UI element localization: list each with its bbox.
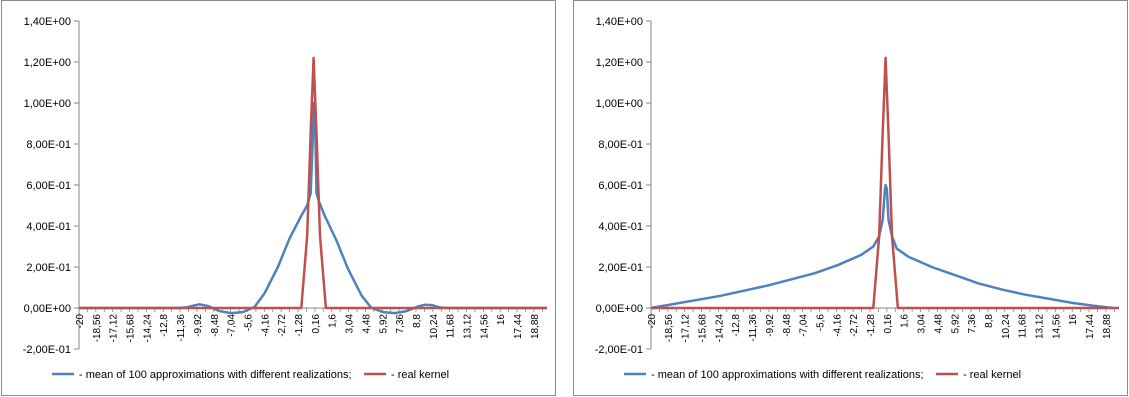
x-tick-label: 8,8 — [412, 314, 423, 328]
x-tick-label: -2,72 — [277, 314, 288, 337]
x-tick-label: 17,44 — [1085, 314, 1096, 339]
y-tick-label: 2,00E-01 — [26, 262, 71, 274]
x-tick-label: -17,12 — [109, 314, 120, 343]
x-tick-label: 13,12 — [1035, 314, 1046, 339]
y-tick-label: 1,40E+00 — [24, 16, 71, 28]
x-tick-label: 10,24 — [429, 314, 440, 339]
series-line-mean-approximation — [79, 101, 547, 315]
legend-label-real-kernel: - real kernel — [963, 369, 1021, 381]
x-tick-label: 18,88 — [530, 314, 541, 339]
x-tick-label: 16 — [1068, 314, 1079, 326]
x-tick-label: -8,48 — [782, 314, 793, 337]
y-tick-label: 1,00E+00 — [596, 98, 643, 110]
x-tick-label: 13,12 — [463, 314, 474, 339]
y-tick-label: 4,00E-01 — [598, 221, 643, 233]
chart-left: -2,00E-01 0,00E+00 2,00E-01 4,00E-01 6,00E-0… — [23, 16, 547, 381]
x-tick-label: 16 — [496, 314, 507, 326]
x-tick-label: 8,8 — [984, 314, 995, 328]
x-tick-label: 0,16 — [311, 314, 322, 334]
y-tick-label: 6,00E-01 — [26, 180, 71, 192]
x-tick-label: -12,8 — [159, 314, 170, 337]
x-tick-label: 14,56 — [1051, 314, 1062, 339]
chart-panel-left: -2,00E-01 0,00E+00 2,00E-01 4,00E-01 6,00E-0… — [1, 0, 556, 396]
x-tick-label: -17,12 — [681, 314, 692, 343]
y-tick-label: 1,20E+00 — [596, 57, 643, 69]
x-tick-label: -14,24 — [714, 314, 725, 343]
x-tick-label: -15,68 — [126, 314, 137, 343]
series-line-real-kernel — [651, 56, 1119, 310]
x-tick-label: -4,16 — [832, 314, 843, 337]
series-line-mean-approximation — [650, 183, 1114, 310]
x-tick-label: 1,6 — [900, 314, 911, 328]
y-tick-label: 8,00E-01 — [598, 139, 643, 151]
x-tick-label: -20 — [647, 314, 658, 329]
y-tick-label: 6,00E-01 — [598, 180, 643, 192]
legend-label-real-kernel: - real kernel — [391, 369, 449, 381]
x-tick-label: 1,6 — [328, 314, 339, 328]
x-tick-label: 17,44 — [513, 314, 524, 339]
x-tick-label: 0,16 — [883, 314, 894, 334]
y-tick-label: 2,00E-01 — [598, 262, 643, 274]
x-tick-label: 3,04 — [345, 314, 356, 334]
x-tick-label: -18,56 — [92, 314, 103, 343]
x-tick-label: 14,56 — [479, 314, 490, 339]
chart-panel-right: -2,00E-01 0,00E+00 2,00E-01 4,00E-01 6,00E-0… — [573, 0, 1128, 396]
x-tick-label: -1,28 — [866, 314, 877, 337]
x-tick-label: 18,88 — [1102, 314, 1113, 339]
x-tick-label: -1,28 — [294, 314, 305, 337]
y-tick-label: -2,00E-01 — [595, 344, 643, 356]
x-tick-label: 10,24 — [1001, 314, 1012, 339]
x-tick-label: -9,92 — [765, 314, 776, 337]
x-tick-label: 7,36 — [967, 314, 978, 334]
x-tick-label: -9,92 — [193, 314, 204, 337]
y-tick-label: 0,00E+00 — [24, 303, 71, 315]
x-tick-label: 5,92 — [378, 314, 389, 334]
x-tick-label: 4,48 — [361, 314, 372, 334]
x-tick-label: 11,68 — [446, 314, 457, 339]
y-tick-label: 1,00E+00 — [24, 98, 71, 110]
y-tick-label: -2,00E-01 — [23, 344, 71, 356]
x-tick-label: -14,24 — [142, 314, 153, 343]
y-tick-label: 0,00E+00 — [596, 303, 643, 315]
y-tick-label: 1,20E+00 — [24, 57, 71, 69]
x-tick-label: -5,6 — [815, 314, 826, 332]
y-tick-label: 1,40E+00 — [596, 16, 643, 28]
legend-label-mean: - mean of 100 approximations with differ… — [79, 369, 352, 381]
x-tick-label: -5,6 — [243, 314, 254, 332]
x-tick-label: -11,36 — [748, 314, 759, 342]
x-tick-label: 5,92 — [950, 314, 961, 334]
x-tick-label: 7,36 — [395, 314, 406, 334]
x-tick-label: 4,48 — [933, 314, 944, 334]
x-tick-label: -2,72 — [849, 314, 860, 337]
x-tick-label: 3,04 — [917, 314, 928, 334]
x-tick-label: -4,16 — [260, 314, 271, 337]
series-line-real-kernel — [79, 56, 547, 310]
x-tick-label: -8,48 — [210, 314, 221, 337]
x-tick-label: -20 — [75, 314, 86, 329]
y-tick-label: 8,00E-01 — [26, 139, 71, 151]
chart-right: -2,00E-01 0,00E+00 2,00E-01 4,00E-01 6,00E-0… — [595, 16, 1119, 381]
x-tick-label: -7,04 — [227, 314, 238, 337]
x-tick-label: -12,8 — [731, 314, 742, 337]
y-tick-label: 4,00E-01 — [26, 221, 71, 233]
x-tick-label: -11,36 — [176, 314, 187, 342]
x-tick-label: -7,04 — [799, 314, 810, 337]
x-tick-label: -15,68 — [698, 314, 709, 343]
x-tick-label: -18,56 — [664, 314, 675, 343]
x-tick-label: 11,68 — [1018, 314, 1029, 339]
legend-label-mean: - mean of 100 approximations with differ… — [651, 369, 924, 381]
